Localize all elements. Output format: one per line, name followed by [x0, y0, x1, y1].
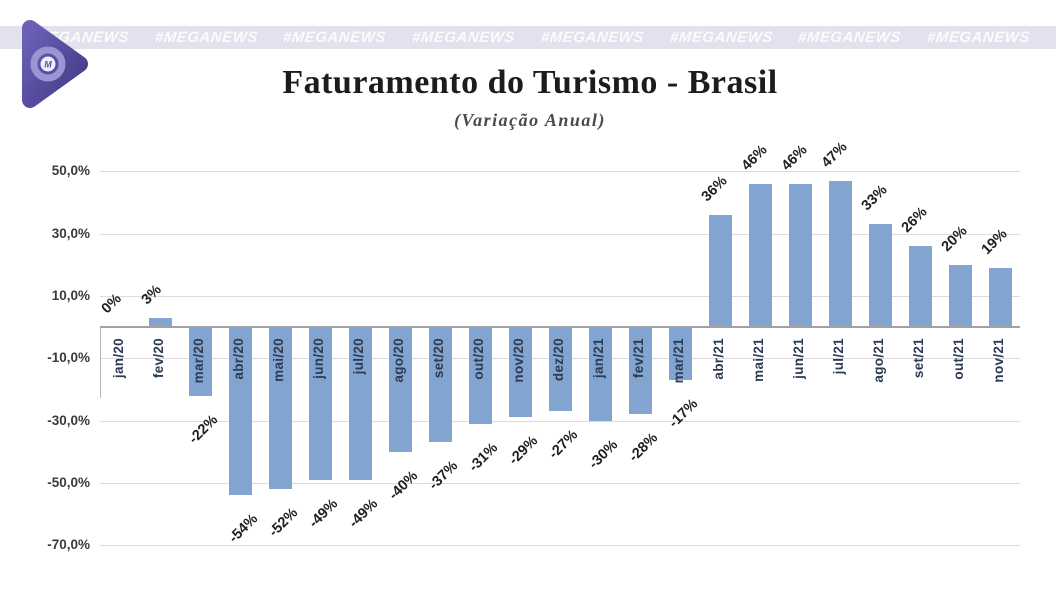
data-label: -49%	[346, 495, 382, 531]
data-label: -40%	[386, 467, 422, 503]
gridline	[100, 482, 1020, 484]
x-axis-label: fev/20	[151, 338, 166, 379]
data-label: 19%	[978, 225, 1011, 258]
bar-ago-21	[868, 224, 892, 327]
data-label: 3%	[138, 281, 165, 308]
bar-jun-21	[788, 183, 812, 327]
meganews-banner: #MEGANEWS #MEGANEWS #MEGANEWS #MEGANEWS #MEG…	[0, 26, 1056, 49]
x-axis-label: fev/21	[631, 338, 646, 379]
x-axis-line	[100, 326, 1020, 328]
x-axis-label: mar/21	[671, 338, 686, 384]
bar-jul-20	[348, 328, 372, 480]
x-axis-label: set/20	[431, 338, 446, 379]
bar-mai-21	[748, 183, 772, 327]
bar-dez-20	[548, 328, 572, 412]
bar-abr-20	[228, 328, 252, 496]
bar-mar-21	[668, 328, 692, 380]
data-label: -28%	[626, 430, 662, 466]
gridline	[100, 171, 1020, 173]
data-label: -37%	[426, 458, 462, 494]
x-axis-label: jan/20	[111, 338, 126, 379]
data-label: 47%	[818, 138, 851, 171]
bar-abr-21	[708, 214, 732, 327]
bar-jan-21	[588, 328, 612, 421]
data-label: 33%	[858, 182, 891, 215]
bar-jul-21	[828, 180, 852, 327]
data-label: 0%	[98, 290, 125, 317]
x-axis-label: mar/20	[191, 338, 206, 384]
y-axis-tick-mark	[100, 328, 101, 398]
y-axis-tick-label: -30,0%	[47, 412, 90, 428]
data-label: -30%	[586, 436, 622, 472]
x-axis-label: ago/20	[391, 338, 406, 383]
gridline	[100, 295, 1020, 297]
data-label: -49%	[306, 495, 342, 531]
x-axis-label: dez/20	[551, 338, 566, 382]
x-axis-label: abr/21	[711, 338, 726, 380]
data-label: 20%	[938, 222, 971, 255]
bar-fev-20	[148, 317, 172, 327]
x-axis-label: jun/20	[311, 338, 326, 379]
chart-subtitle: (Variação Anual)	[454, 110, 606, 130]
data-label: 46%	[778, 141, 811, 174]
bar-ago-20	[388, 328, 412, 452]
x-axis-label: jun/21	[791, 338, 806, 379]
data-label: -52%	[266, 505, 302, 541]
bar-nov-21	[988, 267, 1012, 327]
bar-fev-21	[628, 328, 652, 415]
data-label: 36%	[698, 172, 731, 205]
bar-jun-20	[308, 328, 332, 480]
y-axis-tick-label: 50,0%	[51, 163, 90, 179]
bar-out-20	[468, 328, 492, 424]
bar-out-21	[948, 264, 972, 327]
x-axis-label: out/20	[471, 338, 486, 380]
gridline	[100, 233, 1020, 235]
data-label: -29%	[506, 433, 542, 469]
x-axis-label: jul/20	[351, 338, 366, 375]
x-axis-label: out/21	[951, 338, 966, 380]
bar-set-21	[908, 246, 932, 327]
x-axis-label: abr/20	[231, 338, 246, 380]
y-axis-tick-label: -50,0%	[47, 474, 90, 490]
bar-mar-20	[188, 328, 212, 396]
x-axis-label: set/21	[911, 338, 926, 379]
y-axis-tick-label: 10,0%	[51, 287, 90, 303]
x-axis-label: jan/21	[591, 338, 606, 379]
bar-mai-20	[268, 328, 292, 490]
x-axis-label: jul/21	[831, 338, 846, 375]
data-label: -17%	[666, 396, 702, 432]
data-label: -27%	[546, 427, 582, 463]
gridline	[100, 545, 1020, 547]
data-label: -22%	[186, 411, 222, 447]
data-label: -31%	[466, 439, 502, 475]
data-label: 46%	[738, 141, 771, 174]
data-label: 26%	[898, 204, 931, 236]
bar-set-20	[428, 328, 452, 443]
y-axis-tick-label: 30,0%	[51, 225, 90, 241]
x-axis-label: nov/20	[511, 338, 526, 383]
x-axis-label: mai/21	[751, 338, 766, 382]
bar-nov-20	[508, 328, 532, 418]
gridline	[100, 420, 1020, 422]
x-axis-label: mai/20	[271, 338, 286, 382]
logo-letter: M	[44, 60, 52, 70]
x-axis-label: nov/21	[991, 338, 1006, 383]
logo-center-dot	[40, 56, 56, 72]
meganews-logo: M	[22, 20, 88, 108]
chart-title: Faturamento do Turismo - Brasil	[282, 64, 778, 101]
y-axis-tick-label: -70,0%	[47, 537, 90, 553]
logo-ring	[30, 46, 66, 82]
data-label: -54%	[226, 511, 262, 547]
y-axis-tick-label: -10,0%	[47, 350, 90, 366]
x-axis-label: ago/21	[871, 338, 886, 383]
